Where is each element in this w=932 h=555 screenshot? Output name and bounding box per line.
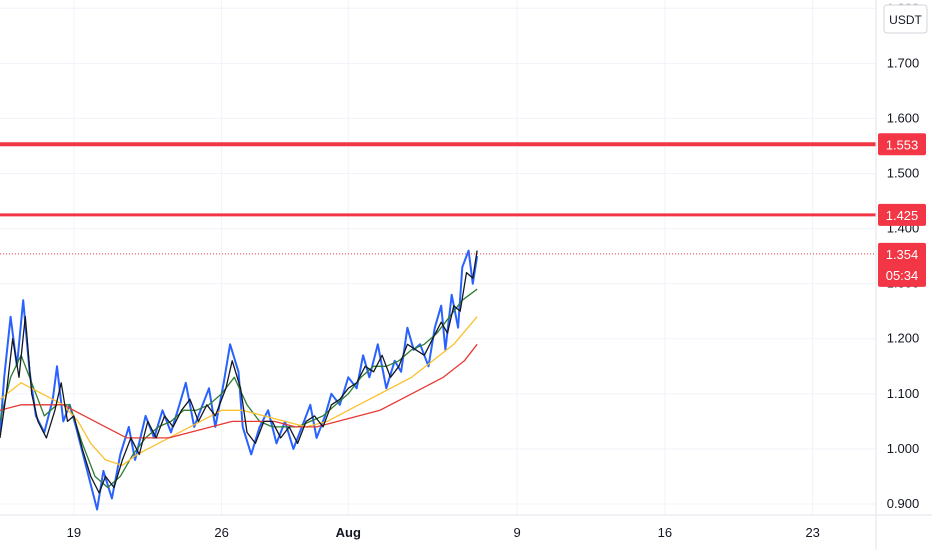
series-layer — [0, 249, 479, 511]
price-tick-1.000: 1.000 — [887, 441, 920, 456]
price-tick-1.200: 1.200 — [887, 331, 920, 346]
series-line-1 — [0, 288, 478, 489]
currency-label-box[interactable]: USDT — [883, 4, 928, 34]
last-price-badge — [878, 242, 926, 287]
level-badge-1.425 — [878, 203, 926, 226]
price-badges: 1.553 1.425 1.354 05:34 — [878, 133, 926, 287]
currency-label-frame — [883, 4, 928, 34]
price-tick-1.700: 1.700 — [887, 55, 920, 70]
time-tick-Aug: Aug — [336, 525, 361, 540]
countdown-text: 05:34 — [886, 268, 919, 283]
level-lines[interactable] — [0, 142, 876, 255]
series-line-3 — [0, 343, 478, 439]
level-badge-text-1.553: 1.553 — [886, 137, 919, 152]
series-line-4 — [0, 250, 478, 494]
time-tick-16: 16 — [658, 525, 672, 540]
last-price-text: 1.354 — [886, 247, 919, 262]
series-line-2 — [0, 316, 478, 467]
grid-lines — [0, 0, 876, 515]
time-tick-9: 9 — [514, 525, 521, 540]
currency-label: USDT — [889, 13, 922, 27]
time-axis-ticks[interactable]: 19 26 Aug 9 16 23 — [67, 525, 820, 540]
price-tick-1.600: 1.600 — [887, 110, 920, 125]
price-tick-1.100: 1.100 — [887, 386, 920, 401]
price-tick-1.500: 1.500 — [887, 166, 920, 181]
time-tick-26: 26 — [214, 525, 228, 540]
price-tick-0.900: 0.900 — [887, 496, 920, 511]
level-badge-text-1.425: 1.425 — [886, 208, 919, 223]
level-badge-1.553 — [878, 133, 926, 156]
time-tick-19: 19 — [67, 525, 81, 540]
time-tick-23: 23 — [805, 525, 819, 540]
